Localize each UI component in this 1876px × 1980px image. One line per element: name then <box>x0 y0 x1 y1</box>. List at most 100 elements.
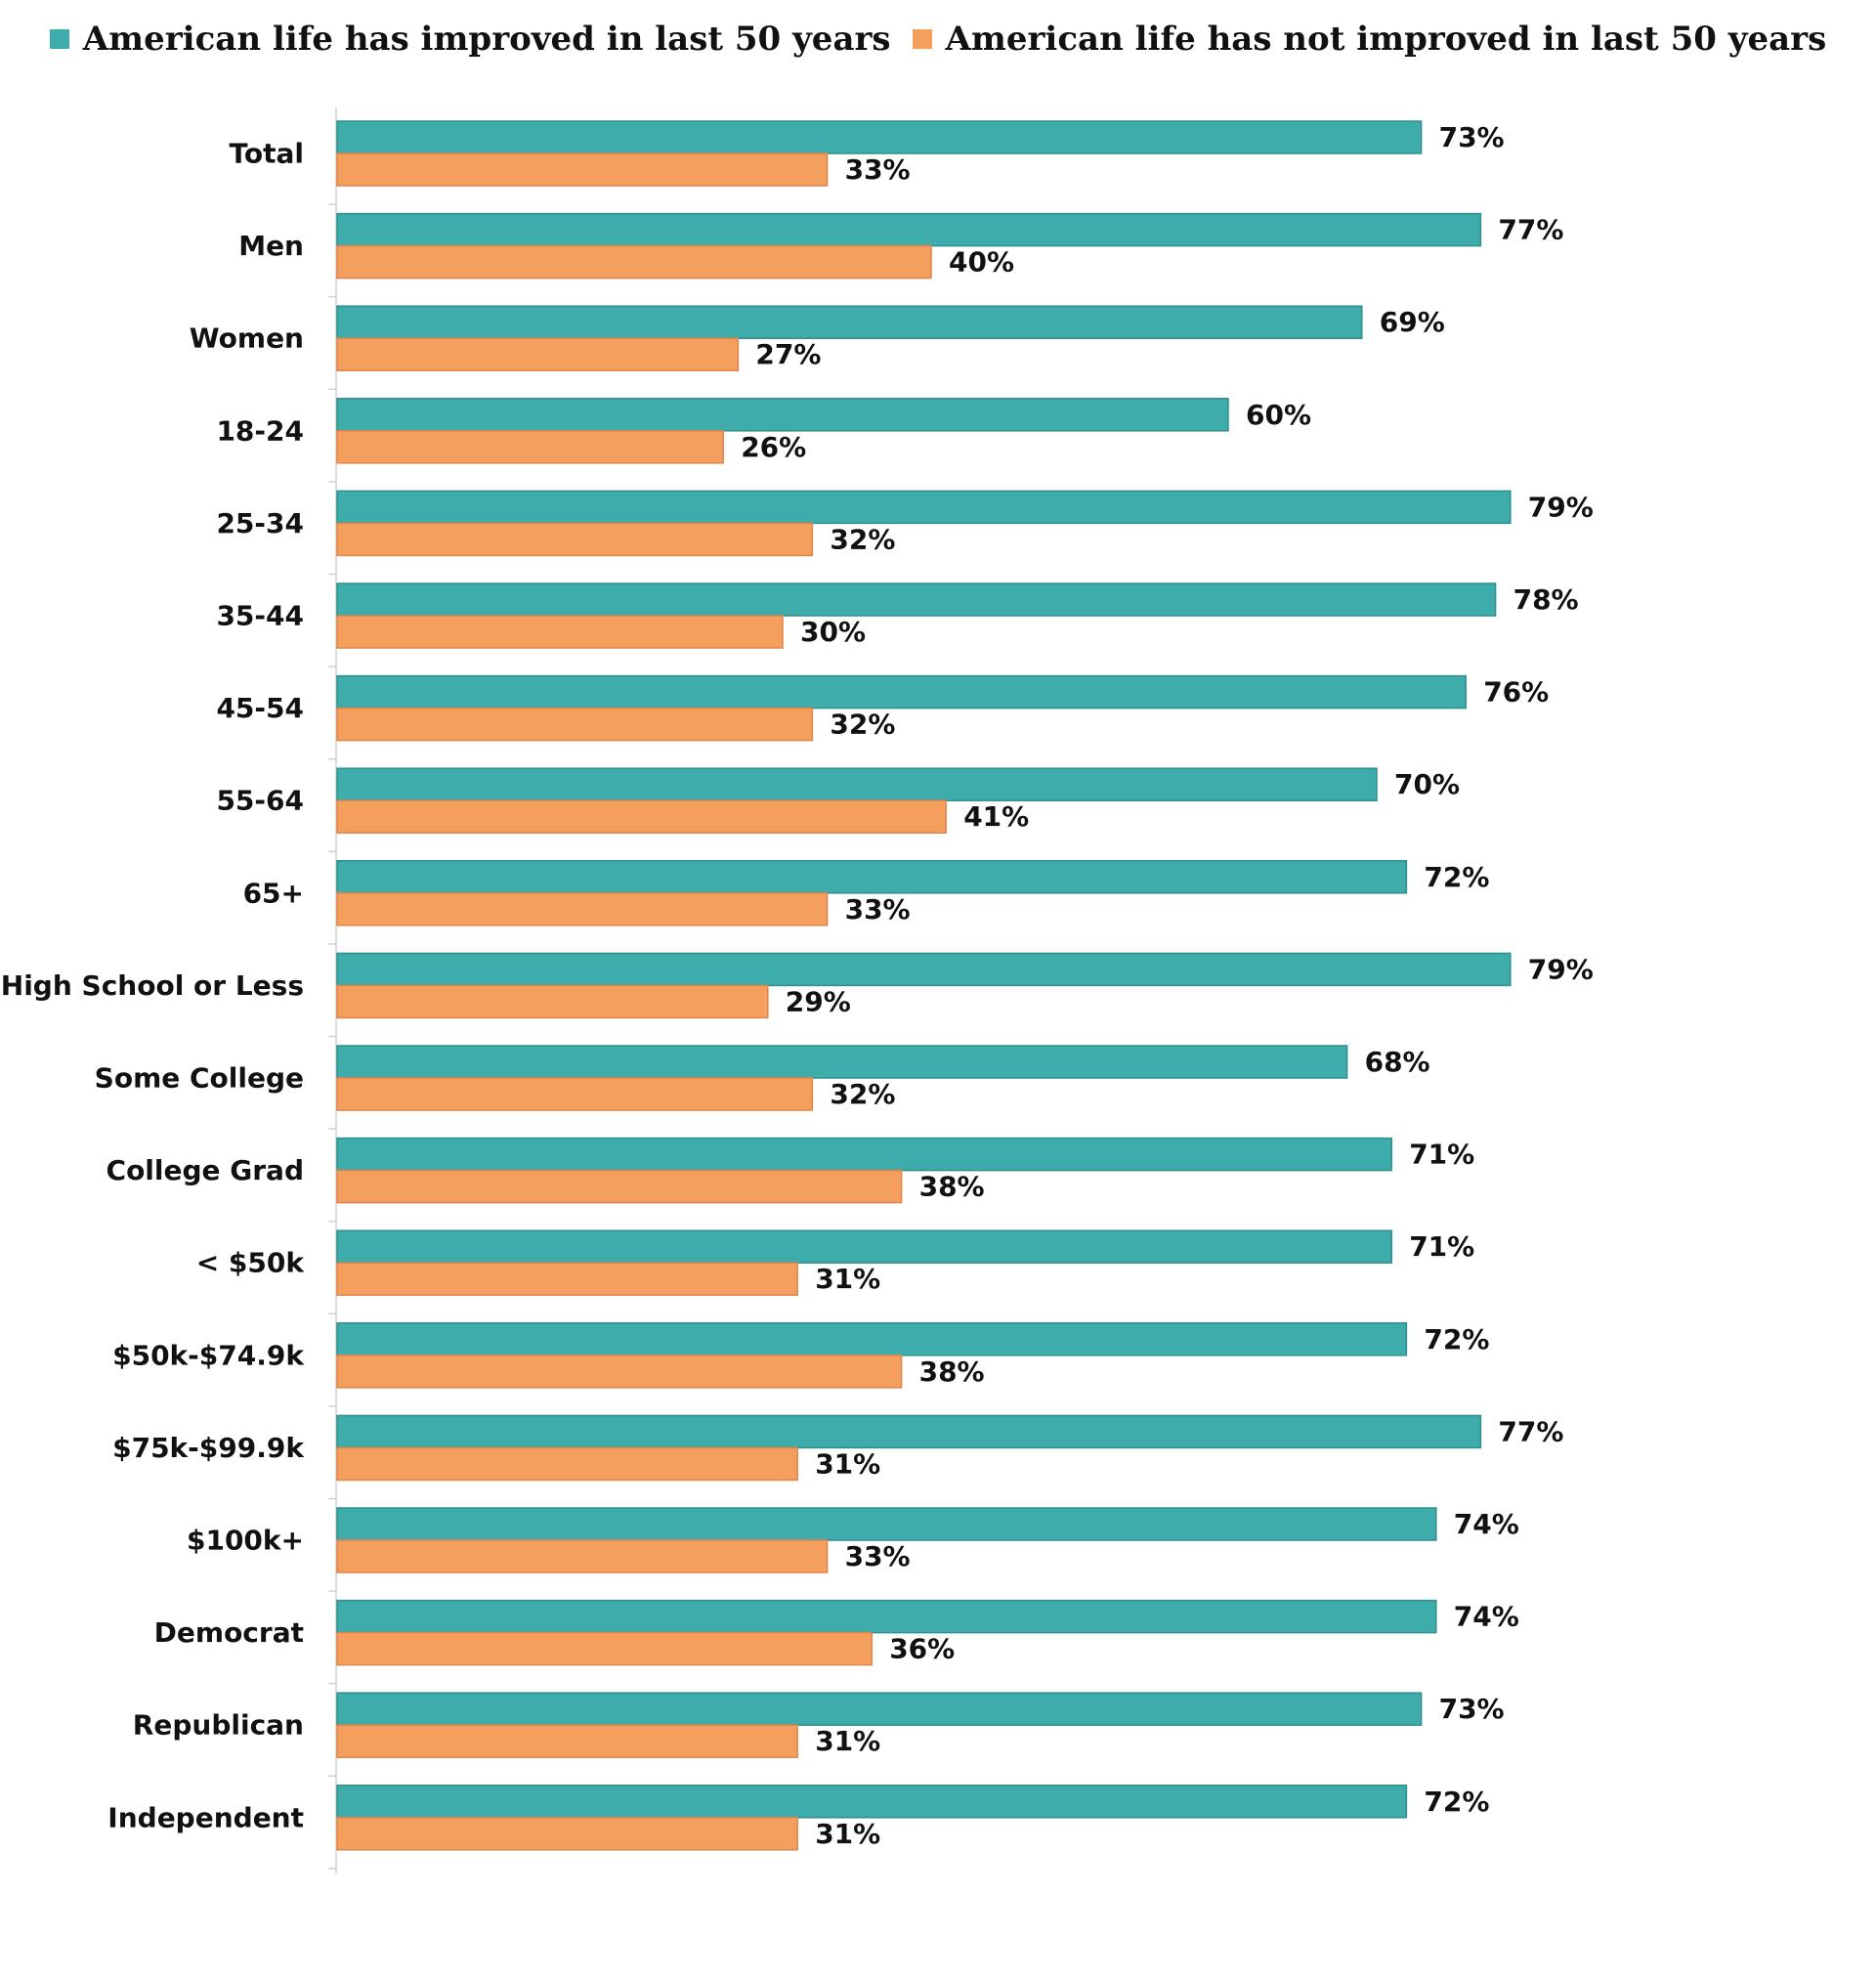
value-label-not-improved-independent: 31% <box>815 1818 880 1850</box>
legend-label-improved: American life has improved in last 50 ye… <box>82 20 891 59</box>
bar-improved-college-grad <box>336 1137 1392 1172</box>
bar-improved-18-24 <box>336 398 1229 432</box>
category-label-some-college: Some College <box>95 1062 304 1095</box>
legend-swatch-improved <box>49 29 69 49</box>
category-label-50k-74-9k: $50k-$74.9k <box>112 1339 305 1371</box>
category-label-total: Total <box>230 138 305 170</box>
category-label-50k: < $50k <box>196 1247 306 1279</box>
value-label-improved-55-64: 70% <box>1394 768 1460 800</box>
bar-improved-35-44 <box>336 582 1497 617</box>
bar-improved-high-school-or-less <box>336 952 1512 987</box>
bar-improved-25-34 <box>336 490 1512 525</box>
value-label-improved-45-54: 76% <box>1483 676 1549 709</box>
bar-improved-republican <box>336 1692 1423 1726</box>
value-label-not-improved-republican: 31% <box>815 1725 880 1757</box>
bar-improved-50k <box>336 1229 1392 1264</box>
category-label-high-school-or-less: High School or Less <box>1 969 304 1002</box>
category-label-65: 65+ <box>243 877 304 909</box>
bar-not-improved-45-54 <box>336 707 814 742</box>
value-label-not-improved-18-24: 26% <box>741 431 806 463</box>
category-label-men: Men <box>238 230 304 262</box>
value-label-not-improved-25-34: 32% <box>830 523 895 555</box>
bar-improved-75k-99-9k <box>336 1414 1482 1449</box>
bar-not-improved-18-24 <box>336 430 724 464</box>
value-label-not-improved-100k: 33% <box>845 1540 911 1572</box>
value-label-improved-50k-74-9k: 72% <box>1424 1323 1489 1356</box>
value-label-improved-republican: 73% <box>1439 1693 1505 1725</box>
bar-not-improved-55-64 <box>336 799 947 834</box>
bar-not-improved-50k <box>336 1262 798 1296</box>
category-label-republican: Republican <box>133 1709 304 1742</box>
value-label-not-improved-democrat: 36% <box>889 1633 955 1665</box>
value-label-improved-100k: 74% <box>1454 1508 1519 1540</box>
value-label-improved-35-44: 78% <box>1514 583 1579 616</box>
bar-not-improved-35-44 <box>336 615 784 649</box>
bar-improved-100k <box>336 1507 1437 1541</box>
bar-improved-total <box>336 120 1423 154</box>
bar-not-improved-100k <box>336 1539 829 1573</box>
value-label-not-improved-75k-99-9k: 31% <box>815 1447 880 1480</box>
category-label-75k-99-9k: $75k-$99.9k <box>112 1432 305 1464</box>
value-label-not-improved-some-college: 32% <box>830 1078 895 1110</box>
bar-not-improved-republican <box>336 1724 798 1758</box>
category-label-college-grad: College Grad <box>107 1154 304 1186</box>
category-label-35-44: 35-44 <box>216 600 304 632</box>
category-label-55-64: 55-64 <box>216 785 304 817</box>
value-label-improved-independent: 72% <box>1424 1786 1489 1818</box>
value-label-improved-some-college: 68% <box>1365 1046 1430 1078</box>
value-label-not-improved-men: 40% <box>949 246 1014 279</box>
value-label-not-improved-women: 27% <box>755 338 821 370</box>
bar-improved-50k-74-9k <box>336 1322 1408 1356</box>
bar-not-improved-independent <box>336 1817 798 1851</box>
bar-not-improved-total <box>336 152 829 187</box>
bar-improved-65 <box>336 860 1408 894</box>
category-label-democrat: Democrat <box>154 1616 304 1649</box>
value-label-improved-25-34: 79% <box>1528 491 1594 523</box>
value-label-not-improved-college-grad: 38% <box>919 1171 985 1203</box>
legend-item-improved: American life has improved in last 50 ye… <box>49 20 891 59</box>
value-label-improved-men: 77% <box>1498 214 1563 246</box>
bar-improved-some-college <box>336 1045 1348 1079</box>
bar-improved-45-54 <box>336 674 1467 710</box>
value-label-improved-total: 73% <box>1439 121 1505 153</box>
value-label-improved-women: 69% <box>1380 306 1445 338</box>
bar-not-improved-65 <box>336 892 829 926</box>
category-label-100k: $100k+ <box>187 1525 304 1557</box>
bar-improved-women <box>336 305 1363 339</box>
value-label-improved-50k: 71% <box>1409 1230 1474 1263</box>
bar-improved-democrat <box>336 1599 1437 1634</box>
bar-not-improved-some-college <box>336 1077 814 1111</box>
value-label-not-improved-50k: 31% <box>815 1263 880 1295</box>
value-label-improved-democrat: 74% <box>1454 1601 1519 1633</box>
value-label-improved-65: 72% <box>1424 861 1489 893</box>
value-label-not-improved-45-54: 32% <box>830 709 895 741</box>
category-label-25-34: 25-34 <box>216 507 304 539</box>
value-label-not-improved-50k-74-9k: 38% <box>919 1356 985 1388</box>
bar-improved-independent <box>336 1785 1408 1819</box>
bar-not-improved-25-34 <box>336 522 814 557</box>
value-label-not-improved-35-44: 30% <box>800 616 866 648</box>
value-label-not-improved-65: 33% <box>845 893 911 925</box>
bar-not-improved-50k-74-9k <box>336 1355 903 1389</box>
legend-label-not-improved: American life has not improved in last 5… <box>945 20 1827 59</box>
value-label-not-improved-high-school-or-less: 29% <box>786 985 851 1017</box>
category-label-independent: Independent <box>107 1801 304 1833</box>
legend-item-not-improved: American life has not improved in last 5… <box>912 20 1827 59</box>
value-label-improved-college-grad: 71% <box>1409 1139 1474 1171</box>
bar-not-improved-women <box>336 337 740 371</box>
bar-improved-55-64 <box>336 767 1378 801</box>
value-label-improved-75k-99-9k: 77% <box>1498 1415 1563 1447</box>
bar-not-improved-high-school-or-less <box>336 984 769 1019</box>
bar-not-improved-democrat <box>336 1631 873 1666</box>
bar-not-improved-men <box>336 244 932 280</box>
bar-improved-men <box>336 212 1482 247</box>
value-label-improved-high-school-or-less: 79% <box>1528 953 1594 985</box>
chart-legend: American life has improved in last 50 ye… <box>0 20 1876 59</box>
category-label-45-54: 45-54 <box>216 692 304 724</box>
category-label-18-24: 18-24 <box>216 414 304 447</box>
category-label-women: Women <box>190 323 304 355</box>
bar-not-improved-75k-99-9k <box>336 1446 798 1482</box>
value-label-improved-18-24: 60% <box>1246 399 1311 431</box>
value-label-not-improved-55-64: 41% <box>963 800 1029 833</box>
